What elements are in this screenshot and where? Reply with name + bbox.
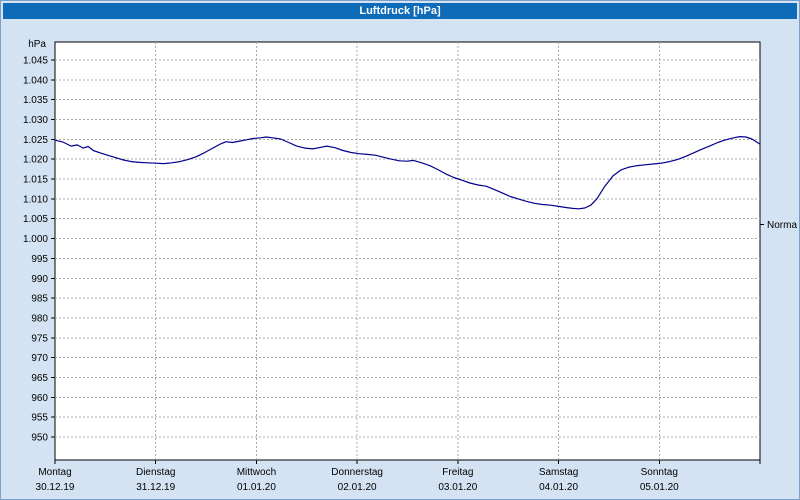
- y-tick-label: 960: [31, 393, 48, 404]
- y-tick-label: 1.035: [23, 95, 48, 106]
- window-title: Luftdruck [hPa]: [359, 5, 441, 17]
- day-date-label: 03.01.20: [438, 482, 477, 493]
- day-name-label: Freitag: [442, 467, 473, 478]
- y-tick-label: 975: [31, 333, 48, 344]
- y-axis-unit-label: hPa: [28, 39, 46, 50]
- y-tick-label: 950: [31, 433, 48, 444]
- day-date-label: 01.01.20: [237, 482, 276, 493]
- y-tick-label: 985: [31, 294, 48, 305]
- chart-svg: 1.045 1.040 1.035 1.030 1.025 1.020 1.015 1.010…: [23, 39, 799, 493]
- window-titlebar: Luftdruck [hPa]: [3, 3, 797, 19]
- day-name-label: Donnerstag: [331, 467, 383, 478]
- normal-marker: Normal: [760, 220, 799, 231]
- y-tick-label: 1.000: [23, 234, 48, 245]
- y-tick-label: 1.005: [23, 214, 48, 225]
- day-date-label: 30.12.19: [36, 482, 75, 493]
- pressure-line: [54, 135, 761, 210]
- day-date-label: 31.12.19: [136, 482, 175, 493]
- plot-area: [54, 41, 761, 461]
- day-date-label: 04.01.20: [539, 482, 578, 493]
- normal-label: Normal: [767, 220, 797, 231]
- x-axis-labels: Montag 30.12.19 Dienstag 31.12.19 Mittwoch 01…: [36, 467, 680, 493]
- y-tick-label: 1.015: [23, 175, 48, 186]
- day-date-label: 02.01.20: [338, 482, 377, 493]
- pressure-chart: 1.045 1.040 1.035 1.030 1.025 1.020 1.015 1.010…: [3, 19, 799, 497]
- y-tick-label: 1.040: [23, 75, 48, 86]
- y-axis-labels: 1.045 1.040 1.035 1.030 1.025 1.020 1.015 1.010…: [23, 56, 48, 444]
- y-tick-label: 970: [31, 353, 48, 364]
- y-tick-label: 1.010: [23, 194, 48, 205]
- day-name-label: Sonntag: [641, 467, 678, 478]
- y-tick-label: 995: [31, 254, 48, 265]
- y-tick-label: 980: [31, 313, 48, 324]
- day-name-label: Montag: [38, 467, 71, 478]
- y-tick-label: 990: [31, 274, 48, 285]
- day-name-label: Dienstag: [136, 467, 175, 478]
- y-tick-label: 965: [31, 373, 48, 384]
- y-tick-label: 955: [31, 413, 48, 424]
- grid-horizontal: [51, 59, 760, 438]
- y-tick-label: 1.045: [23, 56, 48, 67]
- day-date-label: 05.01.20: [640, 482, 679, 493]
- grid-vertical: [54, 42, 761, 464]
- day-name-label: Mittwoch: [237, 467, 276, 478]
- y-tick-label: 1.020: [23, 155, 48, 166]
- y-tick-label: 1.030: [23, 115, 48, 126]
- day-name-label: Samstag: [539, 467, 578, 478]
- y-tick-label: 1.025: [23, 135, 48, 146]
